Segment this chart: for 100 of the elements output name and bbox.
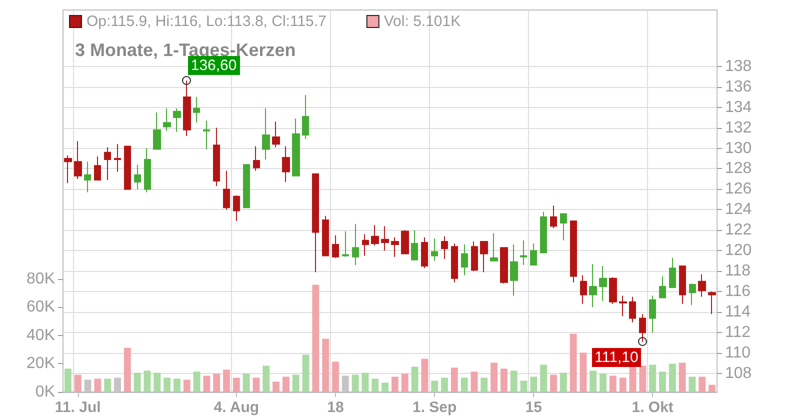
candlestick xyxy=(421,236,428,269)
y-tick-label: 136 xyxy=(725,78,752,96)
bar xyxy=(520,380,528,392)
candlestick xyxy=(540,211,547,254)
y-tick-label: 120 xyxy=(725,242,752,260)
legend-label: Op:115.9, Hi:116, Lo:113.8, Cl:115.7 xyxy=(86,13,326,30)
bar xyxy=(421,358,428,392)
candlestick xyxy=(213,127,220,187)
candlestick xyxy=(550,205,557,229)
candlestick xyxy=(708,291,716,315)
bar xyxy=(94,378,102,392)
candlestick xyxy=(580,274,587,304)
candlestick xyxy=(649,295,656,334)
bar xyxy=(530,376,538,392)
y-tick-label: 126 xyxy=(725,180,752,198)
candlestick xyxy=(431,238,438,262)
candlestick xyxy=(391,236,399,258)
y2-tick-label: 20K xyxy=(26,355,56,372)
bar xyxy=(678,362,686,392)
candlestick xyxy=(500,247,508,284)
candlestick xyxy=(480,240,488,273)
candlestick xyxy=(292,118,300,176)
candlestick xyxy=(520,240,527,266)
bar xyxy=(401,374,408,392)
candlestick xyxy=(243,164,250,208)
y2-tick-label: 80K xyxy=(26,270,56,288)
candlestick xyxy=(193,96,200,124)
bar xyxy=(213,374,220,392)
y-tick-label: 128 xyxy=(725,160,752,178)
bar xyxy=(173,378,180,392)
bar xyxy=(609,376,616,392)
bar xyxy=(312,284,320,392)
bar xyxy=(272,382,280,392)
bar xyxy=(450,368,458,392)
y-tick-label: 134 xyxy=(725,98,752,116)
bar xyxy=(382,382,389,392)
bar xyxy=(183,380,190,392)
legend-label: Vol: 5.101K xyxy=(384,13,461,30)
bar xyxy=(580,352,587,392)
candlestick xyxy=(461,244,468,276)
candlestick xyxy=(302,94,309,140)
candlestick xyxy=(64,154,72,184)
y-tick-label: 138 xyxy=(725,58,752,75)
candlestick xyxy=(282,146,290,183)
candlestick xyxy=(173,108,181,132)
y-tick-label: 132 xyxy=(725,119,752,136)
candlestick xyxy=(589,263,597,308)
candlestick xyxy=(94,156,101,181)
bar xyxy=(411,366,418,392)
candlestick xyxy=(609,276,617,304)
bar xyxy=(372,378,379,392)
y-tick-label: 108 xyxy=(725,365,752,382)
bar xyxy=(480,378,488,392)
bar xyxy=(193,372,200,392)
annotation: 136,60 xyxy=(188,56,240,75)
bar xyxy=(550,374,557,392)
candlestick xyxy=(471,240,478,272)
y2-tick-label: 60K xyxy=(26,298,56,316)
candlestick xyxy=(510,244,518,296)
candlestick xyxy=(124,146,131,190)
candlestick xyxy=(223,170,230,210)
y-tick-label: 118 xyxy=(725,262,751,280)
candlestick xyxy=(153,112,161,150)
candlestick xyxy=(381,226,389,252)
bar xyxy=(441,378,448,392)
y-tick-label: 110 xyxy=(725,344,751,362)
candlestick xyxy=(352,224,359,266)
candlestick xyxy=(163,108,171,132)
bar xyxy=(232,378,240,392)
y-tick-label: 112 xyxy=(725,324,751,342)
bar xyxy=(332,362,339,392)
candlestick xyxy=(451,243,458,283)
candlestick xyxy=(530,243,537,266)
bar xyxy=(144,370,151,392)
candlestick xyxy=(689,282,696,306)
candlestick xyxy=(441,236,448,260)
candlestick xyxy=(84,161,91,193)
bar xyxy=(164,378,171,392)
bar xyxy=(252,378,260,392)
bar xyxy=(203,376,210,392)
bar xyxy=(292,374,300,392)
bar xyxy=(74,374,82,392)
bar xyxy=(322,338,330,392)
bar xyxy=(262,366,270,392)
bar xyxy=(629,366,636,392)
candlestick xyxy=(104,146,111,181)
candlestick xyxy=(619,295,627,317)
candlestick xyxy=(490,232,498,262)
bar xyxy=(510,370,518,392)
candlestick xyxy=(114,144,121,172)
candlestick xyxy=(134,164,141,190)
bar xyxy=(242,374,250,392)
bar xyxy=(570,334,577,392)
candlestick xyxy=(411,230,418,260)
candlestick xyxy=(679,266,686,304)
candlestick xyxy=(322,215,329,256)
bar xyxy=(154,372,161,392)
bar xyxy=(540,364,548,392)
y2-tick-label: 40K xyxy=(26,326,56,344)
bar xyxy=(124,348,131,392)
